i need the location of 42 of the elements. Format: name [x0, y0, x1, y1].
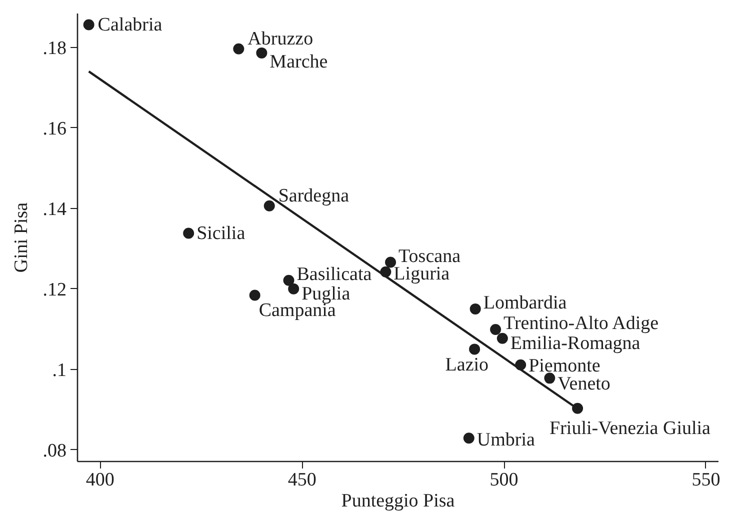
point [264, 200, 275, 212]
y-tick-label: .16 [42, 118, 66, 140]
x-tick-label: 450 [288, 470, 316, 490]
point [283, 274, 294, 286]
annotation: Lombardia [483, 292, 568, 314]
annotation: Abruzzo [248, 28, 314, 50]
point [469, 344, 480, 355]
annotation: Sicilia [196, 222, 246, 244]
point [183, 228, 194, 239]
annotation: Basilicata [296, 264, 372, 285]
annotation: Emilia-Romagna [510, 332, 641, 354]
y-axis-title: Gini Pisa [10, 202, 32, 273]
point [83, 19, 94, 30]
annotation: Calabria [98, 14, 163, 36]
annotation: Puglia [302, 283, 351, 304]
y-tick-label: .18 [42, 38, 66, 59]
x-tick-label: 500 [490, 470, 518, 490]
point [470, 303, 481, 314]
y-tick-label: .14 [42, 198, 67, 220]
annotation: Marche [270, 51, 328, 72]
annotation: Umbria [476, 430, 536, 451]
point [490, 324, 502, 335]
x-tick-label: 400 [86, 470, 114, 490]
annotation: Trentino-Alto Adige [504, 312, 659, 334]
y-tick-label: .08 [42, 440, 66, 462]
point [288, 283, 300, 294]
point [463, 432, 474, 444]
point [233, 43, 244, 54]
x-tick-label: 550 [692, 470, 720, 490]
annotation: Piemonte [528, 355, 600, 376]
point [249, 290, 260, 301]
x-axis-title: Punteggio Pisa [341, 490, 456, 512]
point [496, 332, 508, 344]
point [385, 256, 396, 268]
annotation: Friuli-Venezia Giulia [550, 418, 712, 439]
y-tick-label: .12 [42, 279, 66, 300]
annotation: Sardegna [278, 185, 350, 206]
annotation: Lazio [445, 354, 489, 376]
point [544, 372, 556, 384]
point [256, 47, 268, 58]
annotation: Veneto [558, 374, 610, 395]
y-tick-label: .1 [52, 360, 66, 381]
